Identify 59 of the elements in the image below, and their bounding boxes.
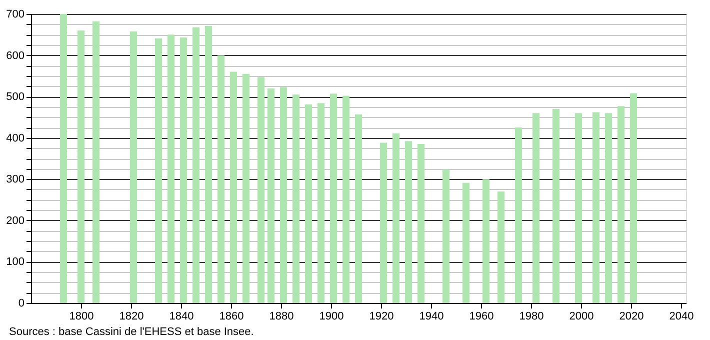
x-tick-label: 1920 <box>369 310 394 322</box>
bar <box>60 14 67 303</box>
bar <box>482 179 490 303</box>
bar <box>155 38 162 303</box>
bar <box>268 88 274 303</box>
bar <box>355 114 362 303</box>
bar <box>515 128 522 303</box>
bar <box>168 34 174 303</box>
bar <box>575 113 582 303</box>
bar <box>130 31 137 303</box>
bar <box>78 30 84 303</box>
bar <box>418 144 424 303</box>
bar <box>392 133 400 303</box>
bar <box>180 38 187 303</box>
y-tick-label: 200 <box>6 214 24 227</box>
y-tick-label: 100 <box>6 256 24 268</box>
y-tick-label: 300 <box>6 174 24 186</box>
y-tick-label: 400 <box>6 132 24 144</box>
bar <box>605 113 612 303</box>
x-tick-label: 1860 <box>219 310 244 322</box>
source-note: Sources : base Cassini de l'EHESS et base Insee. <box>9 326 254 338</box>
bar <box>218 55 224 303</box>
bar <box>442 169 450 303</box>
bar <box>230 72 237 303</box>
bar <box>532 113 540 303</box>
x-tick-label: 1980 <box>519 310 544 322</box>
bar <box>592 112 600 303</box>
bar <box>318 103 324 303</box>
y-tick-label: 700 <box>6 8 24 20</box>
bar <box>192 27 200 303</box>
y-tick-label: 0 <box>18 298 24 310</box>
bar <box>330 94 337 303</box>
bar <box>405 141 412 303</box>
y-tick-label: 500 <box>6 91 24 104</box>
x-tick-label: 2020 <box>619 310 644 322</box>
bar <box>92 21 100 303</box>
bar <box>292 94 300 303</box>
x-tick-label: 2000 <box>569 310 594 322</box>
bar <box>258 77 264 303</box>
x-tick-label: 2040 <box>669 310 694 322</box>
y-tick-label: 600 <box>6 50 24 62</box>
bar <box>205 26 212 303</box>
bar <box>342 96 350 303</box>
bar <box>462 182 470 303</box>
bar <box>280 87 287 303</box>
bar <box>242 74 250 303</box>
x-tick-label: 1840 <box>169 310 194 322</box>
x-tick-label: 1940 <box>419 310 444 322</box>
x-tick-label: 1880 <box>269 310 294 322</box>
bar <box>305 104 312 303</box>
x-tick-label: 1800 <box>69 310 94 322</box>
x-tick-label: 1900 <box>319 310 344 322</box>
bar <box>498 192 504 303</box>
bar <box>552 108 560 303</box>
bar <box>630 93 637 303</box>
x-tick-label: 1820 <box>119 310 144 322</box>
x-tick-label: 1960 <box>469 310 494 322</box>
bar <box>618 106 624 303</box>
bar <box>380 142 387 303</box>
